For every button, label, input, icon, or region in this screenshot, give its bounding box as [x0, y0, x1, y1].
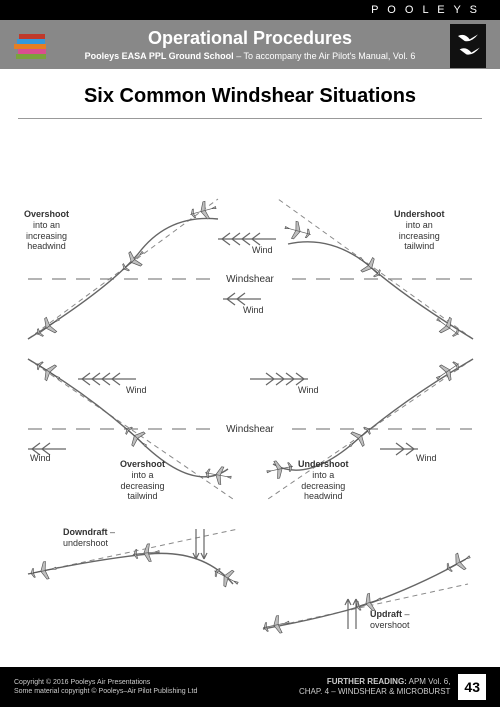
svg-text:Wind: Wind [243, 305, 264, 315]
diagram-label: Downdraft –undershoot [63, 527, 115, 549]
diagram-label: Overshootinto adecreasingtailwind [120, 459, 165, 502]
footer-bar: Copyright © 2016 Pooleys Air Presentatio… [0, 667, 500, 707]
diagram-label: Undershootinto anincreasingtailwind [394, 209, 445, 252]
svg-text:Windshear: Windshear [226, 274, 274, 285]
svg-text:Wind: Wind [126, 385, 147, 395]
header-subtitle: Pooleys EASA PPL Ground School – To acco… [60, 51, 440, 61]
page-title: Six Common Windshear Situations [18, 69, 482, 119]
svg-text:Wind: Wind [298, 385, 319, 395]
diagram-label: Overshootinto anincreasingheadwind [24, 209, 69, 252]
svg-text:Windshear: Windshear [226, 424, 274, 435]
further-reading: FURTHER READING: APM Vol. 6, CHAP. 4 – W… [299, 674, 486, 700]
header-banner: Operational Procedures Pooleys EASA PPL … [0, 20, 500, 69]
diagram-label: Undershootinto adecreasingheadwind [298, 459, 349, 502]
bird-icon [450, 24, 486, 68]
diagram-label: Updraft –overshoot [370, 609, 410, 631]
brand-bar: P O O L E Y S [0, 0, 500, 20]
page-number: 43 [458, 674, 486, 700]
windshear-diagram: Windshear Windshear Wind Wind Wind Wind Wind Wi… [18, 139, 482, 639]
svg-text:Wind: Wind [252, 245, 273, 255]
header-title: Operational Procedures [60, 28, 440, 49]
svg-text:Wind: Wind [416, 453, 437, 463]
books-icon [14, 24, 50, 68]
brand-text: P O O L E Y S [371, 4, 480, 16]
copyright: Copyright © 2016 Pooleys Air Presentatio… [14, 678, 197, 696]
svg-text:Wind: Wind [30, 453, 51, 463]
